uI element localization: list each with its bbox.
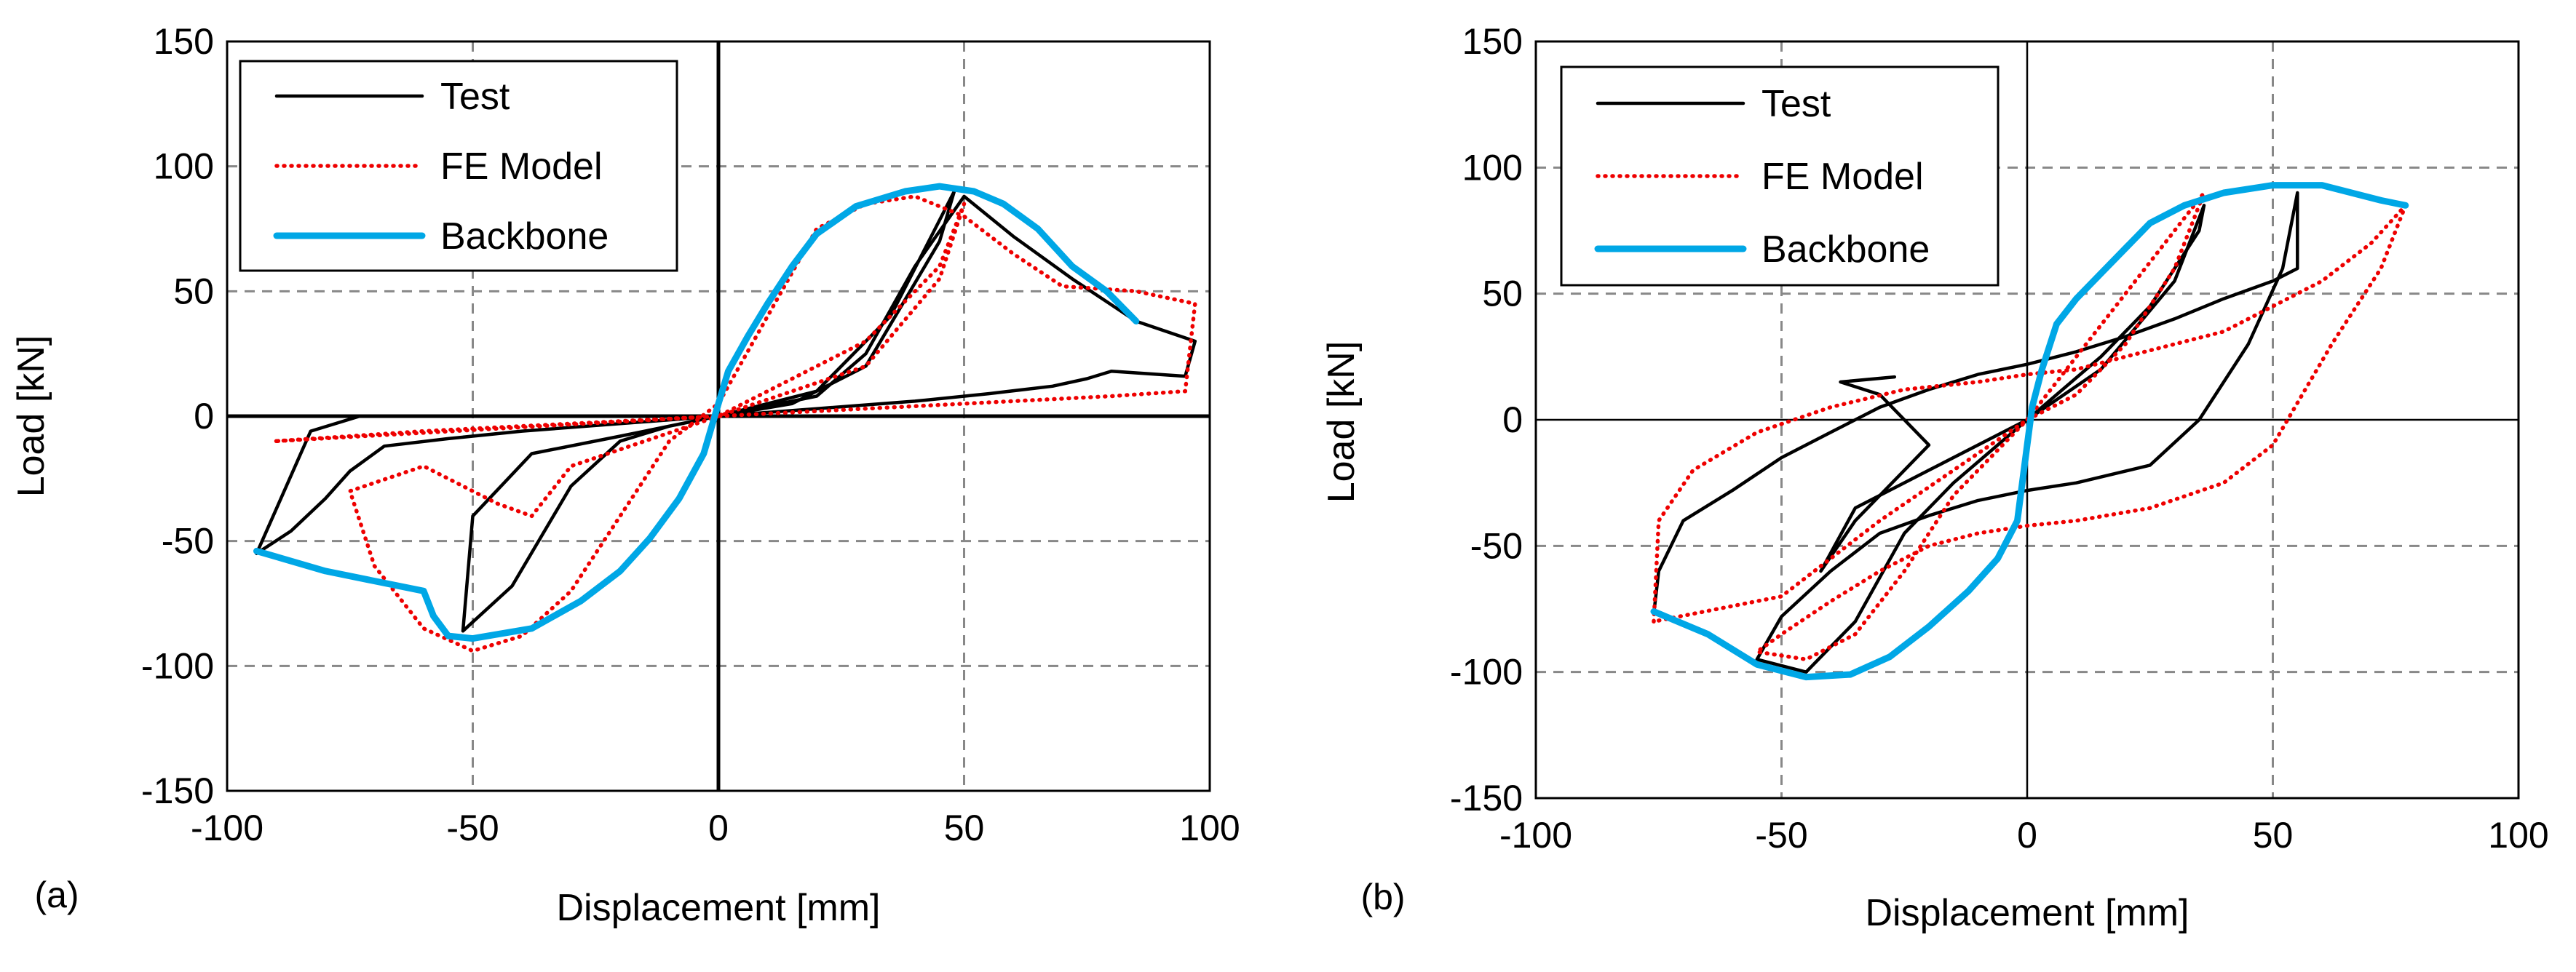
x-tick-label: 0 (2017, 815, 2037, 856)
legend-label: Backbone (440, 215, 609, 258)
y-tick-label: 150 (154, 21, 214, 62)
y-tick-label: -100 (1450, 652, 1523, 693)
x-axis-label: Displacement [mm] (1866, 892, 2189, 934)
y-tick-label: 0 (1502, 399, 1523, 440)
legend-label: FE Model (440, 146, 603, 188)
x-tick-label: -50 (1755, 815, 1807, 856)
series-backbone-line (253, 183, 1140, 642)
x-tick-label: -100 (1499, 815, 1572, 856)
plot-frame (226, 40, 1211, 792)
x-tick-label: 50 (2253, 815, 2294, 856)
x-tick-label: 50 (944, 808, 985, 848)
y-tick-label: 50 (1482, 274, 1523, 314)
legend: Test FE Model Backbone (1560, 65, 2000, 287)
x-tick-label: -100 (191, 808, 263, 848)
panel-label: (b) (1360, 877, 1405, 917)
series-fe-model-line (1652, 191, 2408, 662)
y-tick-label: -150 (1450, 778, 1523, 818)
legend-label: Test (1761, 83, 1831, 125)
y-tick-label: 0 (194, 396, 214, 437)
y-axis-label: Load [kN] (1320, 341, 1363, 503)
series-backbone-line (1650, 182, 2409, 681)
x-tick-label: 0 (708, 808, 729, 848)
y-tick-label: -100 (141, 645, 214, 686)
x-tick-label: 100 (2488, 815, 2548, 856)
legend-label: Test (440, 76, 510, 118)
y-tick-label: 50 (173, 271, 214, 311)
series-group (1650, 182, 2409, 681)
legend-label: Backbone (1761, 228, 1930, 271)
legend: Test FE Model Backbone (239, 60, 678, 272)
series-fe-model-line (274, 194, 1197, 653)
legend-label: FE Model (1761, 156, 1924, 198)
x-tick-label: -50 (446, 808, 499, 848)
y-tick-label: -50 (1470, 525, 1523, 566)
x-axis-label: Displacement [mm] (557, 887, 881, 929)
x-tick-label: 100 (1179, 808, 1240, 848)
y-axis-label: Load [kN] (10, 335, 52, 498)
panel-label: (a) (34, 875, 79, 915)
y-tick-label: 100 (154, 146, 214, 187)
series-test-line (227, 189, 1197, 633)
y-tick-label: 100 (1462, 147, 1523, 188)
plot-frame (1534, 40, 2520, 800)
y-tick-label: 150 (1462, 21, 1523, 62)
y-tick-label: -150 (141, 770, 214, 811)
y-tick-label: -50 (162, 521, 214, 562)
series-group (227, 183, 1197, 653)
